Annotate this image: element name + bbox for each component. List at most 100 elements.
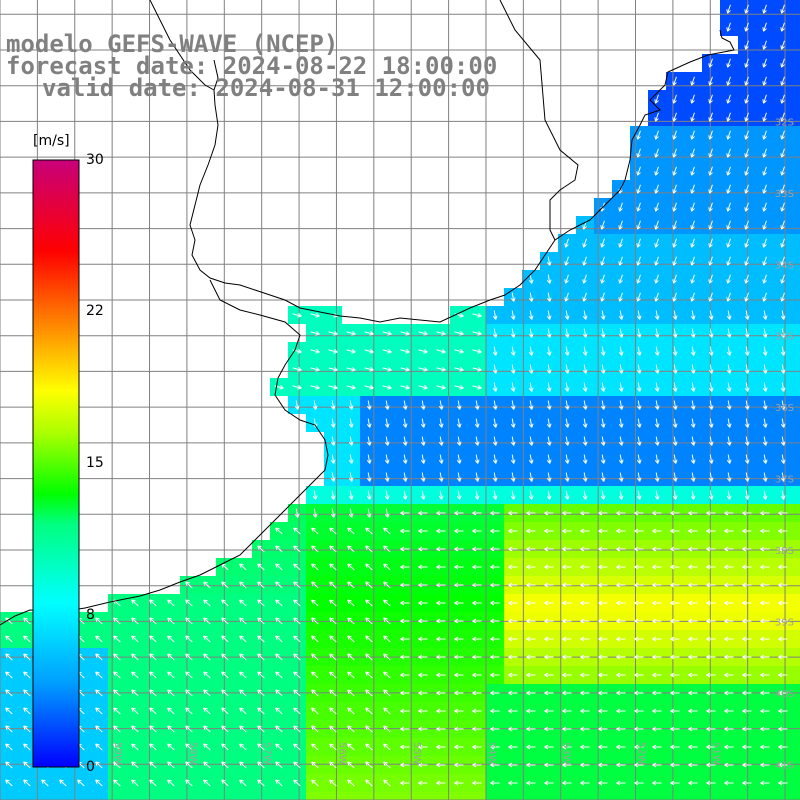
wind-arrow <box>312 400 318 410</box>
wind-arrow <box>454 528 464 534</box>
wind-arrow <box>508 780 518 786</box>
wind-arrow <box>562 780 572 786</box>
wind-arrow <box>418 528 428 534</box>
wind-arrow <box>364 331 374 336</box>
wind-arrow <box>347 635 355 643</box>
wind-arrow <box>600 346 606 356</box>
speed-cell <box>414 792 432 800</box>
wind-arrow <box>600 274 605 284</box>
wind-arrow <box>221 707 229 715</box>
wind-arrow <box>275 563 283 571</box>
wind-arrow <box>618 490 624 500</box>
wind-arrow <box>670 618 680 624</box>
wind-arrow <box>149 599 157 607</box>
wind-arrow <box>203 599 211 607</box>
wind-arrow <box>562 726 572 732</box>
wind-arrow <box>690 472 696 482</box>
wind-arrow <box>528 472 534 482</box>
wind-arrow <box>636 166 641 176</box>
wind-arrow <box>418 385 428 390</box>
wind-arrow <box>690 274 695 284</box>
wind-arrow <box>634 690 644 696</box>
wind-arrow <box>472 528 482 534</box>
wind-arrow <box>365 689 373 697</box>
wind-arrow <box>510 436 516 446</box>
wind-arrow <box>544 672 554 678</box>
wind-arrow <box>383 527 391 535</box>
wind-arrow <box>167 707 175 715</box>
speed-cell <box>792 432 800 450</box>
wind-arrow <box>546 346 552 356</box>
speed-cell <box>792 738 800 756</box>
wind-arrow <box>634 744 644 750</box>
wind-arrow <box>185 743 193 751</box>
wind-arrow <box>436 672 446 678</box>
wind-arrow <box>580 582 590 588</box>
wind-arrow <box>348 490 354 500</box>
wind-arrow <box>760 744 770 750</box>
wind-arrow <box>131 689 139 697</box>
wind-arrow <box>652 636 662 642</box>
speed-cell <box>252 792 270 800</box>
wind-arrow <box>762 472 768 482</box>
wind-arrow <box>510 454 516 464</box>
speed-cell <box>450 792 468 800</box>
wind-arrow <box>328 349 338 354</box>
speed-cell <box>486 792 504 800</box>
wind-arrow <box>672 436 678 446</box>
wind-arrow <box>600 472 606 482</box>
speed-cell <box>198 792 216 800</box>
wind-arrow <box>544 618 554 624</box>
wind-arrow <box>616 762 626 768</box>
speed-cell <box>180 792 198 800</box>
wind-arrow <box>652 744 662 750</box>
wind-arrow <box>546 364 552 374</box>
wind-arrow <box>616 690 626 696</box>
wind-arrow <box>744 184 749 194</box>
wind-arrow <box>365 545 373 553</box>
wind-arrow <box>760 780 770 786</box>
wind-arrow <box>580 546 590 552</box>
wind-arrow <box>400 672 410 678</box>
wind-arrow <box>221 689 229 697</box>
wind-arrow <box>526 726 536 732</box>
wind-arrow <box>131 617 139 625</box>
wind-arrow <box>690 94 695 104</box>
wind-arrow <box>400 528 410 534</box>
wind-arrow <box>672 220 677 230</box>
wind-arrow <box>526 636 536 642</box>
wind-arrow <box>221 761 229 769</box>
wind-arrow <box>724 726 734 732</box>
wind-arrow <box>652 528 662 534</box>
wind-arrow <box>618 274 623 284</box>
wind-arrow <box>167 725 175 733</box>
wind-arrow <box>618 310 624 320</box>
wind-arrow <box>348 418 354 428</box>
wind-arrow <box>185 779 193 787</box>
wind-arrow <box>383 617 391 625</box>
wind-arrow <box>742 780 752 786</box>
wind-arrow <box>526 654 536 660</box>
wind-arrow <box>528 436 534 446</box>
wind-arrow <box>690 184 695 194</box>
wind-arrow <box>293 545 301 553</box>
wind-arrow <box>544 546 554 552</box>
wind-arrow <box>131 671 139 679</box>
wind-arrow <box>203 779 211 787</box>
speed-cell <box>774 792 792 800</box>
wind-arrow <box>149 671 157 679</box>
wind-arrow <box>688 744 698 750</box>
wind-arrow <box>510 364 516 374</box>
wind-arrow <box>490 744 500 750</box>
wind-arrow <box>762 184 767 194</box>
wind-arrow <box>708 130 713 140</box>
wind-arrow <box>347 545 355 553</box>
wind-arrow <box>113 689 121 697</box>
wind-arrow <box>598 690 608 696</box>
wind-arrow <box>652 708 662 714</box>
speed-cell <box>792 234 800 252</box>
speed-cell <box>90 792 108 800</box>
coastline <box>0 0 735 626</box>
speed-cell <box>396 792 414 800</box>
speed-cell <box>792 36 800 54</box>
